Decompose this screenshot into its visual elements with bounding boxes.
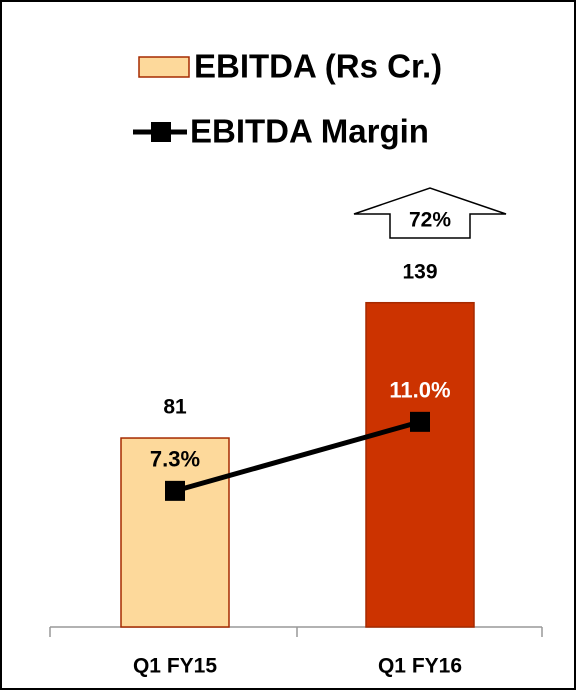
x-tick-label: Q1 FY16 <box>378 655 462 678</box>
bar <box>365 301 475 628</box>
margin-marker <box>410 411 430 432</box>
legend-label: EBITDA (Rs Cr.) <box>194 48 442 85</box>
bar-value-label: 81 <box>163 396 187 419</box>
margin-line <box>174 419 421 494</box>
margin-value-label: 7.3% <box>150 447 200 472</box>
legend-label: EBITDA Margin <box>190 113 429 150</box>
growth-label: 72% <box>409 209 451 232</box>
legend-marker <box>151 122 171 142</box>
bar <box>120 437 230 628</box>
growth-arrow <box>353 187 507 239</box>
margin-marker <box>165 480 185 501</box>
x-tick-label: Q1 FY15 <box>133 655 217 678</box>
margin-value-label: 11.0% <box>389 378 450 403</box>
legend-swatch <box>138 56 190 78</box>
bar-value-label: 139 <box>402 260 437 283</box>
